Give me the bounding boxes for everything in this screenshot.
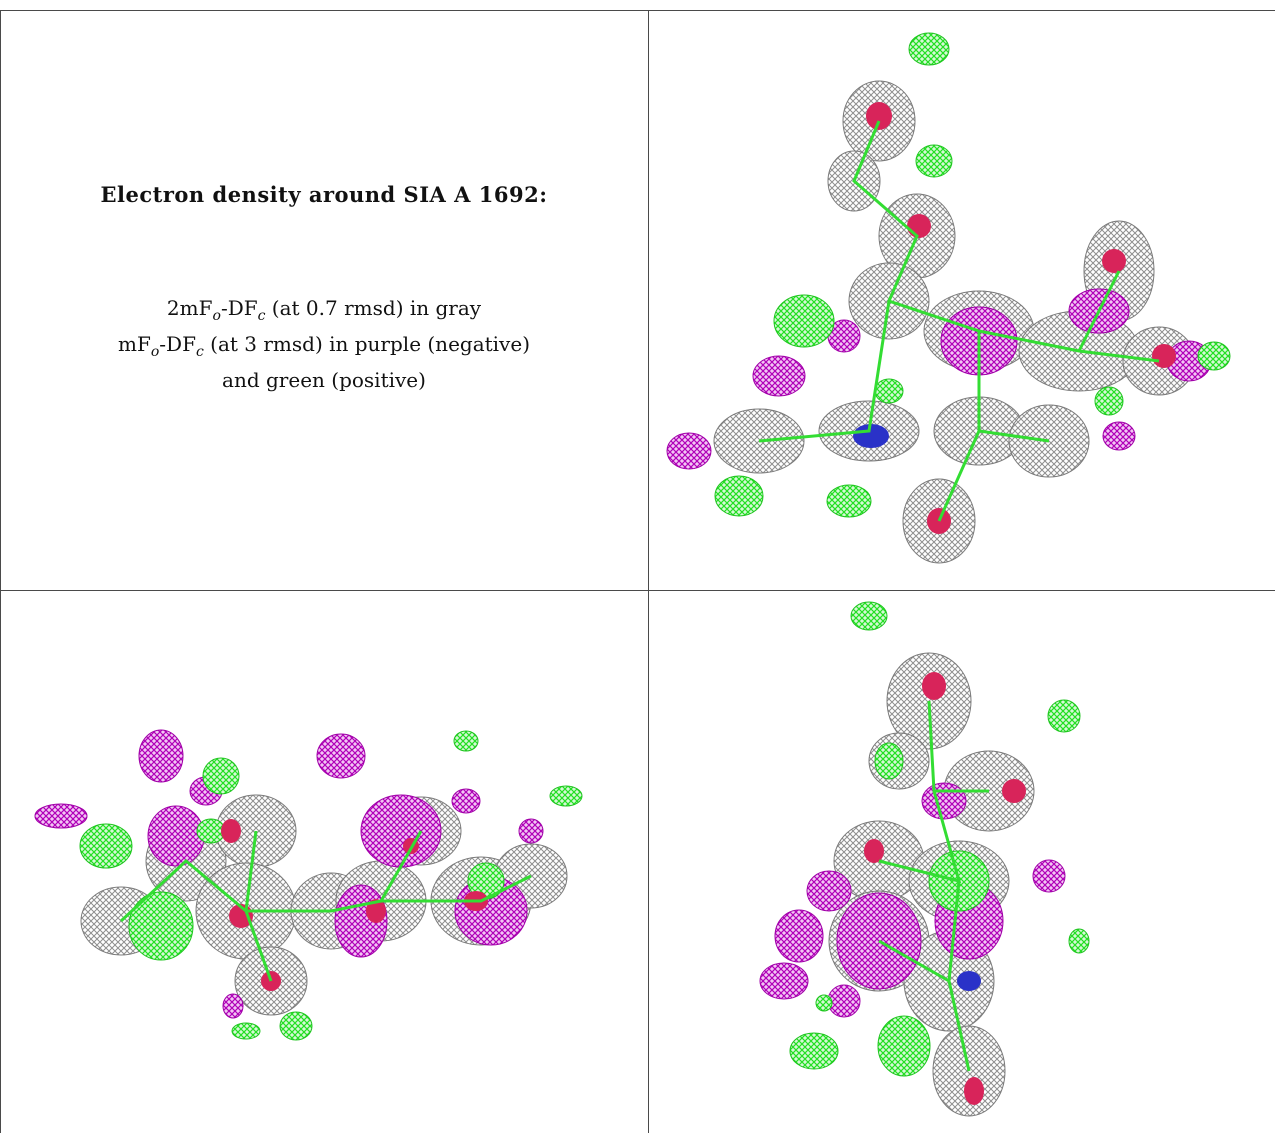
negative-mesh-blob (360, 794, 442, 868)
bond-skeleton (878, 700, 989, 1072)
bond-skeleton (758, 120, 1160, 522)
positive-mesh-blob (773, 294, 835, 348)
view-top-right (649, 11, 1275, 590)
density-render-bottom-right (759, 601, 1090, 1117)
view-bottom-left (1, 591, 648, 1133)
legend-line-2fo-fc: 2mFo-DFc (at 0.7 rmsd) in gray (166, 296, 482, 324)
bond-skeleton (119, 830, 532, 982)
density-render-bottom-left (34, 729, 583, 1041)
positive-mesh-blob (128, 891, 194, 961)
legend-title: Electron density around SIA A 1692: (100, 182, 548, 207)
oxygen-atom (221, 819, 241, 843)
legend-line-colors: and green (positive) (222, 368, 426, 392)
oxygen-atom (866, 102, 892, 130)
table-top-border (0, 10, 1275, 11)
nitrogen-atom (957, 971, 981, 991)
legend-description: 2mFo-DFc (at 0.7 rmsd) in gray mFo-DFc (… (0, 294, 648, 394)
table-left-border (0, 10, 1, 1133)
nitrogen-atom (853, 424, 889, 448)
density-render-top-right (666, 32, 1231, 564)
table-middle-border (0, 590, 1275, 591)
view-bottom-right (649, 591, 1275, 1133)
legend-line-fo-fc: mFo-DFc (at 3 rmsd) in purple (negative) (118, 332, 530, 360)
table-center-divider (648, 10, 649, 1133)
oxygen-atom (922, 672, 946, 700)
legend-cell: Electron density around SIA A 1692: 2mFo… (0, 10, 648, 588)
